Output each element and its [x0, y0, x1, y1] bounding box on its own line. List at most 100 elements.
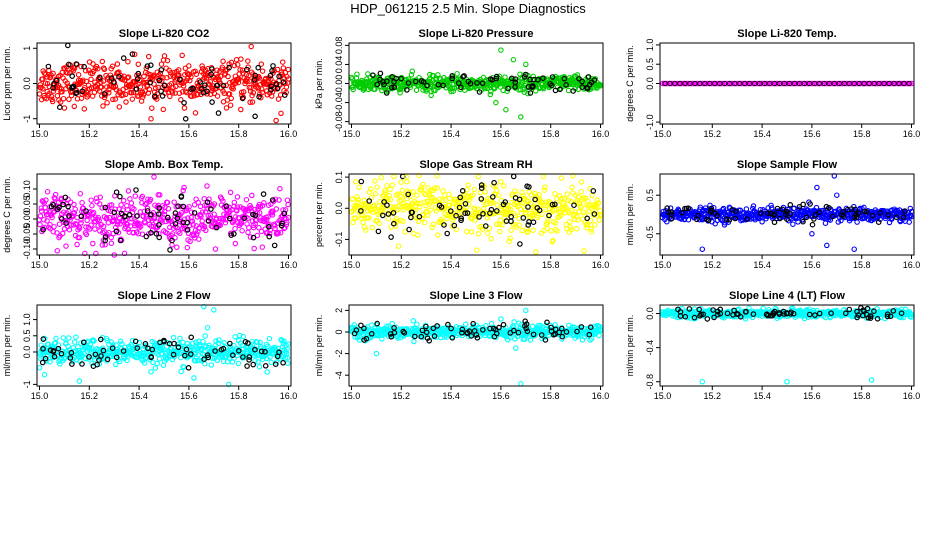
reference-point	[129, 51, 136, 57]
reference-point	[244, 66, 250, 73]
data-point	[507, 235, 513, 242]
plot-frame	[36, 173, 292, 256]
data-point	[129, 96, 136, 102]
reference-point	[358, 322, 364, 329]
reference-point	[458, 217, 464, 224]
reference-point	[120, 55, 127, 61]
data-point	[37, 82, 44, 88]
outlier-point	[225, 381, 232, 388]
reference-point	[668, 209, 674, 215]
data-point	[750, 80, 756, 87]
reference-point	[144, 63, 151, 69]
reference-point	[522, 322, 528, 329]
reference-point	[178, 194, 185, 200]
data-point	[434, 185, 441, 191]
data-point	[840, 80, 846, 87]
reference-point	[40, 336, 47, 342]
reference-point	[712, 80, 718, 87]
data-point	[484, 230, 491, 236]
reference-point	[579, 84, 586, 90]
reference-point	[184, 226, 191, 233]
reference-point	[861, 80, 867, 87]
reference-point	[104, 356, 111, 363]
x-tick-label: 16.0	[903, 129, 921, 139]
reference-point	[448, 325, 454, 332]
reference-point	[449, 75, 456, 82]
data-point	[588, 226, 594, 232]
data-point	[139, 231, 146, 237]
reference-point	[78, 213, 85, 220]
y-tick-label: -4	[334, 371, 344, 379]
data-point	[828, 80, 834, 87]
reference-point	[476, 214, 482, 220]
data-point	[204, 183, 210, 189]
data-point	[223, 105, 230, 111]
data-point	[746, 305, 752, 311]
reference-point	[727, 80, 733, 87]
data-point	[85, 92, 91, 98]
data-point	[48, 93, 55, 100]
data-point	[389, 182, 396, 188]
data-point	[435, 232, 441, 238]
data-point	[49, 98, 56, 105]
data-point	[180, 222, 187, 229]
data-point	[284, 355, 291, 361]
x-tick-label: 15.6	[492, 129, 510, 139]
reference-point	[241, 215, 248, 222]
reference-point	[122, 213, 128, 220]
outlier-point	[211, 307, 217, 313]
data-point	[268, 359, 274, 366]
data-point	[369, 224, 375, 231]
data-point	[119, 341, 125, 347]
data-point	[169, 242, 175, 248]
data-point	[164, 230, 170, 236]
reference-point	[458, 84, 464, 91]
data-point	[212, 246, 219, 252]
reference-point	[851, 80, 857, 87]
reference-point	[479, 80, 486, 87]
reference-point	[742, 80, 748, 87]
data-point	[124, 357, 130, 364]
data-point	[574, 213, 580, 220]
data-point	[123, 99, 129, 105]
data-point	[575, 194, 582, 200]
data-point	[220, 198, 226, 204]
reference-point	[153, 230, 160, 237]
data-point	[285, 360, 291, 367]
data-point	[261, 200, 267, 206]
data-point	[101, 66, 108, 73]
reference-point	[374, 320, 381, 327]
data-point	[425, 212, 431, 218]
data-point	[265, 214, 271, 220]
data-point	[76, 225, 83, 232]
reference-point	[368, 330, 375, 337]
x-tick-label: 15.6	[180, 391, 198, 401]
data-point	[432, 204, 439, 211]
data-point	[594, 197, 601, 203]
data-point	[71, 103, 78, 110]
data-point	[275, 96, 282, 102]
reference-point	[381, 199, 387, 205]
data-point	[550, 237, 556, 244]
data-point	[88, 197, 94, 203]
reference-point	[391, 79, 397, 85]
x-tick-label: 15.0	[343, 260, 361, 270]
data-point	[186, 63, 192, 69]
reference-point	[829, 213, 836, 220]
reference-point	[404, 87, 410, 93]
reference-point	[796, 203, 803, 210]
data-point	[245, 215, 251, 222]
reference-point	[692, 80, 698, 87]
data-point	[699, 80, 706, 87]
reference-point	[901, 80, 907, 87]
data-point	[234, 61, 241, 68]
data-point	[86, 344, 93, 351]
reference-point	[156, 77, 163, 84]
data-point	[172, 235, 178, 241]
reference-point	[412, 333, 418, 340]
data-point	[191, 232, 197, 239]
data-point	[139, 89, 146, 95]
x-tick-label: 15.6	[180, 129, 198, 139]
data-point	[113, 361, 119, 368]
